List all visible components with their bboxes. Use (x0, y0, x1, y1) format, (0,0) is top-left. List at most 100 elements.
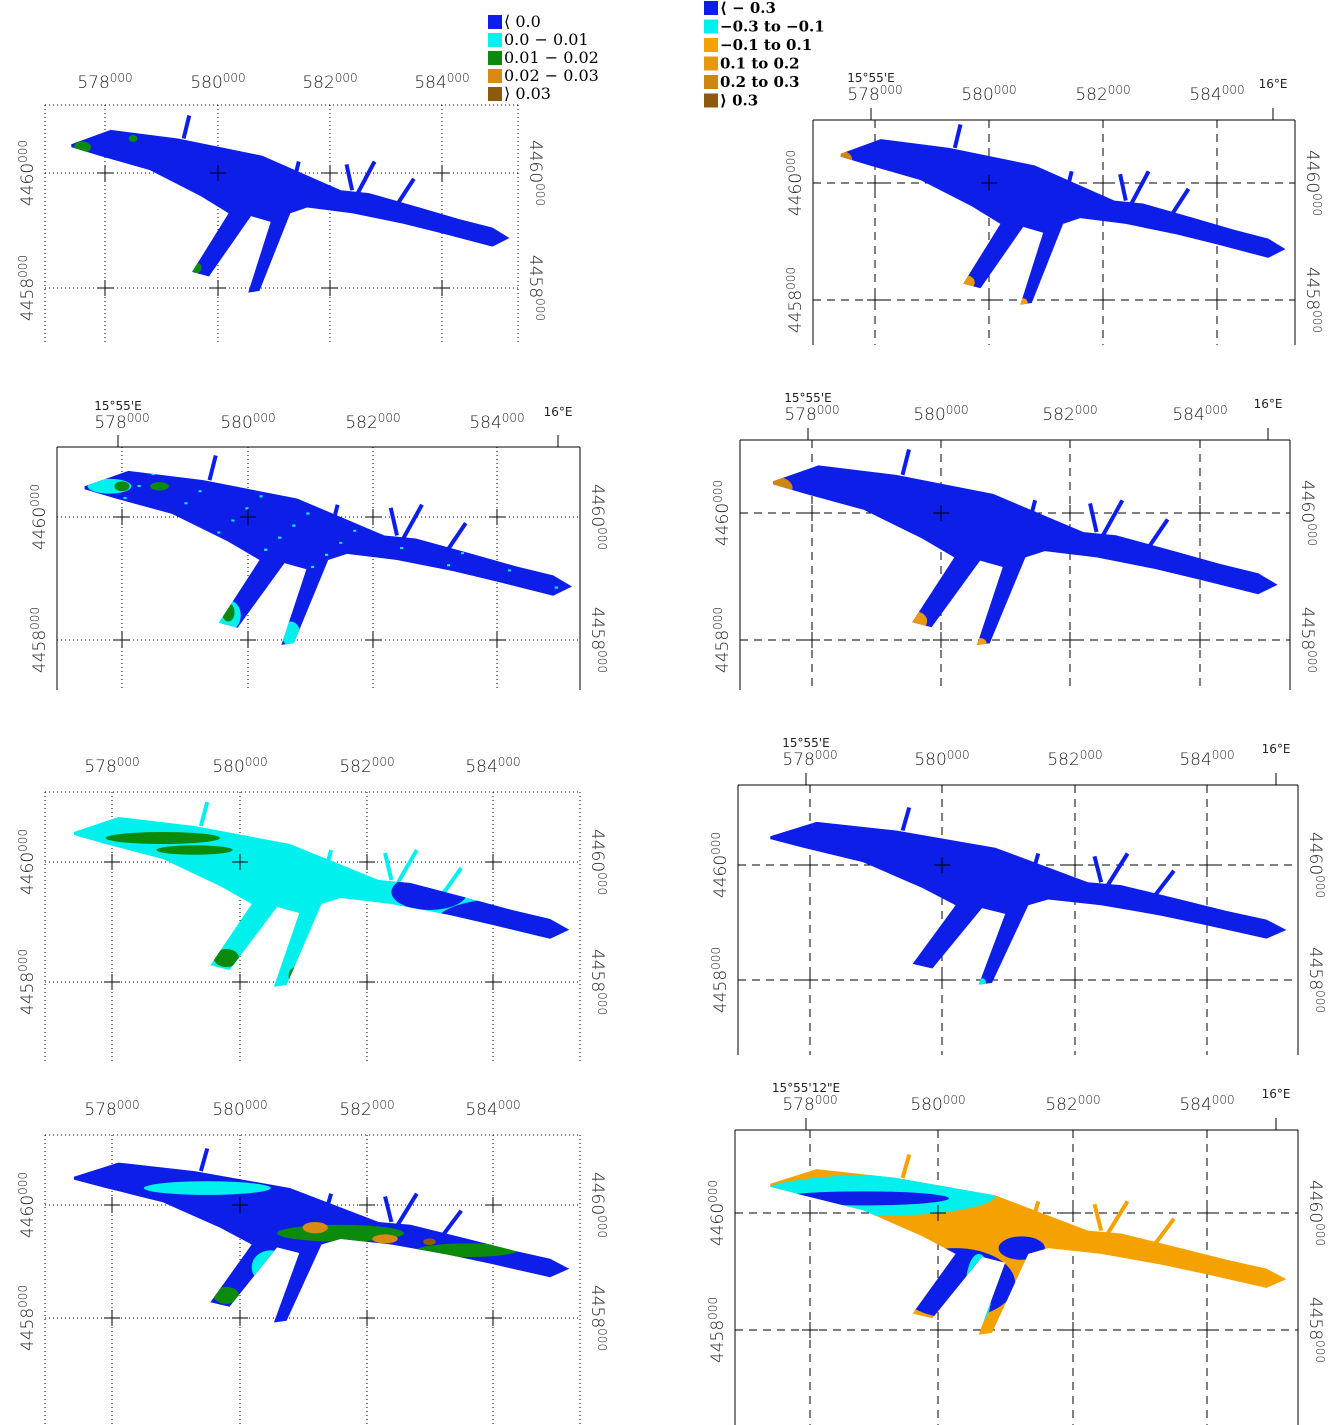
speckle (479, 593, 483, 596)
speckle (334, 488, 338, 491)
speckle (540, 598, 544, 601)
speckle (100, 574, 104, 577)
speckle (193, 609, 197, 612)
tick-sup: 000 (706, 1297, 720, 1320)
speckle (418, 588, 422, 591)
speckle (207, 596, 211, 599)
legend-swatch (704, 1, 718, 15)
tick-main: 4460 (711, 855, 731, 898)
speckle (400, 547, 404, 550)
x-tick-label: 582000 (345, 411, 400, 433)
tick-main: 578 (84, 757, 116, 777)
speckle (489, 528, 493, 531)
tick-sup: 000 (1080, 748, 1103, 762)
tributary (198, 1147, 210, 1172)
tributary (1152, 869, 1176, 898)
tributary (1118, 173, 1128, 201)
speckle (297, 578, 300, 581)
x-tick-label: 584000 (1179, 1093, 1234, 1115)
tick-sup: 000 (245, 1098, 268, 1112)
tick-sup: 000 (1222, 83, 1245, 97)
class-patch (213, 949, 239, 967)
x-tick-label: 584000 (1189, 83, 1244, 105)
tick-main: 580 (910, 1095, 942, 1115)
tributary (1101, 499, 1125, 537)
class-patch (903, 611, 928, 631)
x-tick-label: 582000 (1047, 748, 1102, 770)
tick-sup: 000 (127, 411, 150, 425)
y-tick-label: 4460000 (16, 829, 38, 895)
speckle (240, 626, 244, 629)
tick-main: 4460 (18, 163, 38, 206)
speckle (175, 567, 179, 570)
speckle (282, 590, 286, 593)
tick-sup: 000 (1205, 403, 1228, 417)
lake-classes (770, 1174, 1045, 1325)
x-tick-label: 578000 (782, 1093, 837, 1115)
x-tick-label: 580000 (212, 1098, 267, 1120)
class-patch (773, 476, 793, 500)
class-patch (156, 845, 233, 855)
tick-sup: 000 (110, 71, 133, 85)
speckle (550, 533, 554, 536)
speckle (343, 595, 347, 598)
tick-sup: 000 (946, 403, 969, 417)
tick-sup: 000 (245, 755, 268, 769)
legend-swatch (704, 19, 718, 34)
speckle (418, 588, 422, 591)
speckle (240, 626, 244, 629)
x-tick-label: 578000 (84, 1098, 139, 1120)
x-tick-label: 584000 (465, 1098, 520, 1120)
class-patch (435, 898, 570, 946)
tributary (383, 1196, 394, 1223)
tick-sup: 000 (253, 411, 276, 425)
speckle (104, 627, 108, 630)
speckle (165, 633, 169, 636)
y-tick-label: 4460000 (784, 150, 806, 216)
tick-sup: 000 (1310, 310, 1324, 333)
y-tick-label: 4458000 (1297, 607, 1319, 673)
tick-sup: 000 (16, 949, 30, 972)
speckle (170, 514, 174, 517)
tick-sup: 000 (1310, 193, 1324, 216)
tributary (1088, 503, 1099, 533)
y-tick-label: 4458000 (784, 267, 806, 333)
tick-sup: 000 (595, 527, 609, 550)
tick-main: 584 (1179, 1095, 1211, 1115)
tributary (1092, 1203, 1104, 1232)
tick-sup: 000 (1078, 1093, 1101, 1107)
speckle (489, 528, 493, 531)
x-tick-label: 582000 (339, 1098, 394, 1120)
speckle (432, 576, 436, 579)
tick-main: 4460 (525, 140, 545, 183)
tick-sup: 000 (502, 411, 525, 425)
tick-main: 4460 (708, 1203, 728, 1246)
tributary (1169, 187, 1191, 217)
tick-main: 584 (1179, 750, 1211, 770)
y-tick-label: 4458000 (1302, 267, 1324, 333)
lake (73, 1162, 570, 1323)
speckle (193, 609, 197, 612)
legend-label: 0.0 − 0.01 (504, 30, 589, 49)
speckle (470, 486, 474, 489)
tick-sup: 000 (709, 947, 723, 970)
tick-sup: 000 (815, 1093, 838, 1107)
class-patch (416, 1243, 519, 1257)
speckle (156, 526, 160, 529)
tick-main: 582 (302, 73, 334, 93)
speckle (376, 624, 380, 627)
tributary (952, 124, 963, 149)
legend-label: −0.1 to 0.1 (720, 36, 812, 54)
legend-label: ⟩ 0.3 (720, 92, 758, 110)
speckle (432, 576, 436, 579)
speckle (128, 550, 132, 553)
tributary (1106, 1200, 1130, 1235)
y-tick-label: 4458000 (709, 947, 731, 1013)
speckle (301, 631, 305, 634)
tick-sup: 000 (1313, 990, 1327, 1013)
legend-label: −0.3 to −0.1 (720, 18, 825, 36)
speckle (484, 474, 488, 477)
